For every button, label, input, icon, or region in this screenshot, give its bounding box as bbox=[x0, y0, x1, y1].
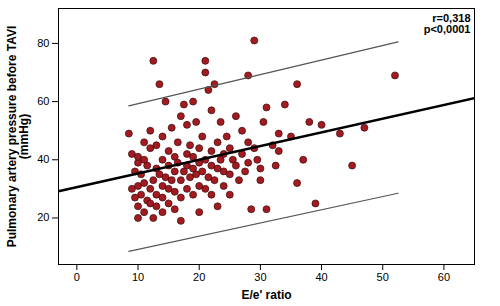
svg-text:10: 10 bbox=[132, 271, 144, 283]
svg-text:r=0,318p<0,0001: r=0,318p<0,0001 bbox=[424, 12, 471, 35]
svg-text:50: 50 bbox=[377, 271, 389, 283]
svg-text:60: 60 bbox=[37, 95, 49, 107]
svg-text:40: 40 bbox=[315, 271, 327, 283]
svg-text:60: 60 bbox=[438, 271, 450, 283]
svg-text:30: 30 bbox=[254, 271, 266, 283]
svg-text:20: 20 bbox=[37, 211, 49, 223]
svg-text:40: 40 bbox=[37, 153, 49, 165]
svg-text:E/e' ratio: E/e' ratio bbox=[241, 288, 291, 302]
svg-text:80: 80 bbox=[37, 37, 49, 49]
svg-text:Pulmonary artery pressure befo: Pulmonary artery pressure before TAVI(mm… bbox=[5, 26, 31, 248]
svg-text:0: 0 bbox=[74, 271, 80, 283]
svg-text:20: 20 bbox=[193, 271, 205, 283]
